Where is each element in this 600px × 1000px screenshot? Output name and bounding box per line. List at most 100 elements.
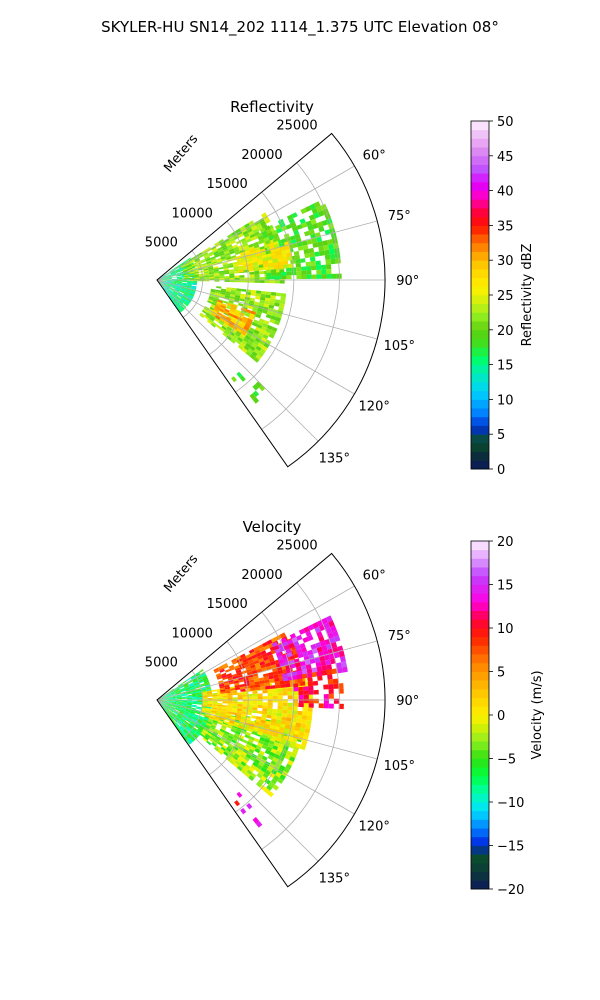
reflectivity-cell [185,299,191,303]
velocity-cell [327,679,334,685]
velocity-cell [200,673,206,677]
velocity-cell [262,641,269,648]
velocity-cell [202,696,208,699]
velocity-cell [217,741,224,747]
velocity-cell [174,687,180,691]
velocity-cell [269,751,276,757]
velocity-cell [256,772,263,779]
velocity-cell [282,702,288,707]
velocity-cell [330,625,337,633]
reflectivity-cell [188,270,194,273]
velocity-spoke [156,699,378,760]
velocity-cell [203,736,209,741]
reflectivity-cell [210,288,216,292]
reflectivity-cell [273,240,279,246]
reflectivity-cell [230,294,236,298]
reflectivity-cell [221,244,227,249]
velocity-cell [305,724,311,730]
velocity-cell [187,701,193,703]
velocity-cell [172,698,177,700]
reflectivity-cell [268,242,275,247]
reflectivity-cell [312,223,319,230]
reflectivity-cell [157,280,162,282]
reflectivity-cell [306,270,312,275]
reflectivity-cell [183,302,188,307]
velocity-cell [224,740,230,746]
reflectivity-cell [239,323,245,329]
velocity-cell [177,700,183,702]
reflectivity-cell [245,309,252,314]
reflectivity-cell [242,242,249,248]
velocity-cell [202,703,208,706]
velocity-cell [271,641,278,648]
reflectivity-cell [221,258,227,262]
reflectivity-cell [186,264,192,268]
velocity-cell [182,701,188,703]
reflectivity-colorbar-segment [471,364,489,374]
velocity-cell [228,664,235,669]
velocity-cell [205,724,211,728]
reflectivity-cell [182,269,188,272]
reflectivity-range-ring [182,250,203,318]
velocity-cell [169,688,174,692]
velocity-cell [248,659,254,664]
reflectivity-cell [309,252,315,258]
reflectivity-cell [226,326,233,332]
reflectivity-cell [190,260,196,264]
reflectivity-cell [260,296,266,301]
velocity-cell [237,674,243,678]
reflectivity-cell [175,270,181,273]
velocity-angle-tick-label: 105° [384,759,415,774]
reflectivity-cell [166,275,172,277]
velocity-cell [217,697,223,700]
reflectivity-cell [234,295,241,299]
velocity-cell [216,709,222,713]
velocity-cell [226,673,232,677]
reflectivity-cell [166,281,172,284]
velocity-cell [202,720,208,724]
velocity-cell [227,697,233,700]
velocity-cell [180,717,186,722]
reflectivity-cell [245,320,252,326]
reflectivity-cell [219,274,225,277]
velocity-cell [164,706,169,710]
velocity-cell [248,725,255,730]
velocity-cell [202,695,208,698]
velocity-cell [230,757,237,763]
velocity-cell [204,715,211,718]
reflectivity-cell [309,203,316,210]
reflectivity-cell [270,315,277,321]
velocity-cell [162,698,167,700]
velocity-cell [211,708,217,712]
velocity-cell [311,671,318,678]
reflectivity-cell [213,269,219,272]
velocity-cell [161,701,167,704]
velocity-cell [318,635,325,642]
reflectivity-cell [235,290,242,294]
velocity-cell [246,769,253,776]
reflectivity-cell [225,293,231,297]
velocity-cell [277,709,283,714]
reflectivity-colorbar-tick-label: 5 [497,428,505,443]
velocity-cell [262,764,269,770]
reflectivity-cell [186,297,192,301]
velocity-cell [180,689,186,692]
velocity-cell [238,734,245,740]
reflectivity-cell [329,248,335,255]
velocity-cell [260,650,267,656]
reflectivity-colorbar-segment [471,425,489,435]
reflectivity-cell [271,312,278,317]
velocity-cell [226,725,233,729]
reflectivity-cell [208,267,214,270]
velocity-cell [233,762,239,768]
velocity-cell [231,726,237,731]
reflectivity-cell [215,289,221,293]
velocity-cell [201,709,207,713]
velocity-cell [187,738,192,744]
reflectivity-cell [252,397,260,404]
velocity-cell [243,661,249,666]
reflectivity-cell [233,246,239,251]
velocity-cell [242,706,248,710]
reflectivity-spoke [156,165,355,281]
velocity-cell [338,703,344,710]
